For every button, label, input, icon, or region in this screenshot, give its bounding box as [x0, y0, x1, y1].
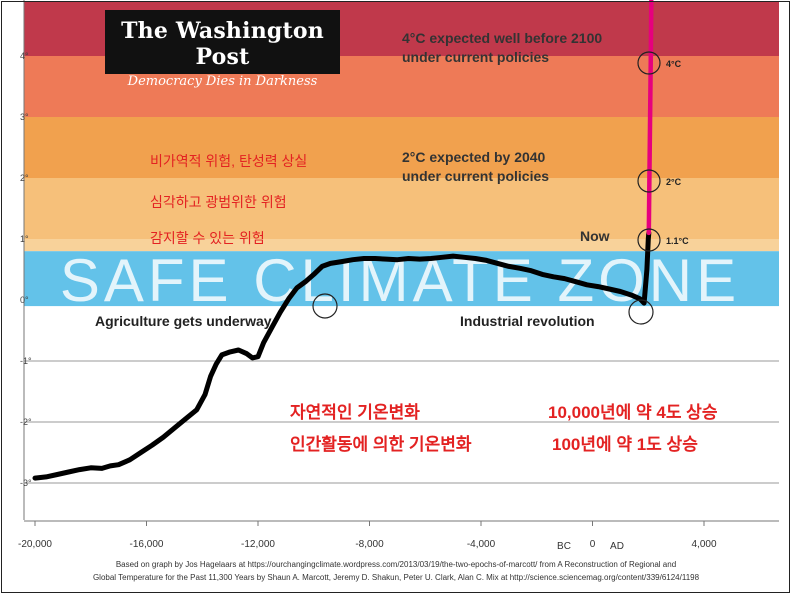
- temperature-line: [32, 230, 652, 481]
- x-tick-label: -20,000: [18, 539, 52, 550]
- y-tick-label: -2°: [20, 417, 32, 427]
- risk-band-2: [24, 117, 779, 178]
- x-axis-ticks: -20,000 -16,000 -12,000 -8,000 -4,000 0 4,000: [18, 521, 717, 550]
- publication-tagline: Democracy Dies in Darkness: [127, 74, 318, 89]
- now-value-label: 1.1°C: [666, 236, 689, 246]
- annotation-2c-line2: under current policies: [402, 168, 549, 184]
- agriculture-marker: [312, 293, 338, 319]
- event-markers: 1.1°C 2°C 4°C: [312, 51, 689, 325]
- y-tick-label: 1°: [20, 234, 29, 244]
- era-label-bc: BC: [557, 541, 571, 552]
- x-tick-label: 0: [590, 539, 596, 550]
- y-tick-label: 4°: [20, 51, 29, 61]
- human-change-label: 인간활동에 의한 기온변화: [290, 434, 472, 454]
- two-degree-marker: [637, 169, 661, 193]
- risk-band-4: [24, 239, 779, 252]
- y-tick-label: 3°: [20, 112, 29, 122]
- washington-post-logo: The Washington Post Democracy Dies in Da…: [105, 10, 340, 89]
- y-tick-label: -1°: [20, 356, 32, 366]
- y-axis-ticks: -3° -2° -1° 0° 1° 2° 3° 4°: [20, 51, 32, 488]
- risk-label-irreversible: 비가역적 위험, 탄성력 상실: [150, 153, 307, 169]
- risk-bands: [24, 1, 779, 307]
- projection-line: [646, 0, 654, 236]
- natural-rate-label: 10,000년에 약 4도 상승: [548, 402, 718, 422]
- x-tick-label: 4,000: [691, 539, 716, 550]
- publication-name: The Washington Post: [121, 18, 324, 70]
- footnote-line1: Based on graph by Jos Hagelaars at https…: [116, 560, 676, 569]
- industrial-revolution-marker: [628, 299, 654, 325]
- annotation-agriculture: Agriculture gets underway: [95, 313, 272, 329]
- x-tick-label: -16,000: [130, 539, 164, 550]
- annotation-4c-line1: 4°C expected well before 2100: [402, 30, 602, 46]
- risk-label-severe: 심각하고 광범위한 위험: [150, 194, 287, 210]
- four-degree-value-label: 4°C: [666, 59, 682, 69]
- risk-band-3: [24, 178, 779, 239]
- natural-change-label: 자연적인 기온변화: [290, 403, 420, 422]
- y-tick-label: -3°: [20, 478, 32, 488]
- annotation-4c-line2: under current policies: [402, 49, 549, 65]
- y-tick-label: 2°: [20, 173, 29, 183]
- y-tick-label: 0°: [20, 295, 29, 305]
- human-rate-label: 100년에 약 1도 상승: [552, 434, 698, 454]
- now-marker: [637, 228, 661, 252]
- x-tick-label: -4,000: [467, 539, 496, 550]
- gridlines: [23, 0, 779, 522]
- x-tick-label: -8,000: [355, 539, 384, 550]
- two-degree-value-label: 2°C: [666, 177, 682, 187]
- annotation-now: Now: [580, 228, 610, 244]
- data-series: [32, 0, 654, 481]
- era-label-ad: AD: [610, 541, 624, 552]
- annotation-industrial: Industrial revolution: [460, 313, 595, 329]
- risk-label-detectable: 감지할 수 있는 위험: [150, 230, 265, 246]
- x-tick-label: -12,000: [241, 539, 275, 550]
- four-degree-marker: [637, 51, 661, 75]
- annotation-2c-line1: 2°C expected by 2040: [402, 149, 546, 165]
- footnote-line2: Global Temperature for the Past 11,300 Y…: [93, 573, 700, 582]
